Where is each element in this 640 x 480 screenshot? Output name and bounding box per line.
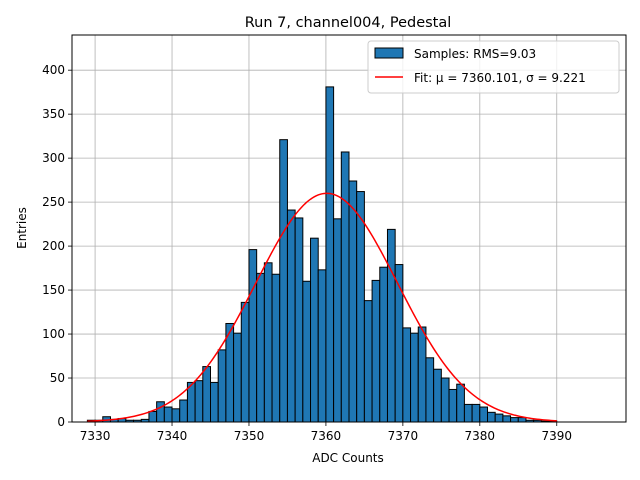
x-tick-label: 7340 xyxy=(157,429,188,443)
histogram-bar xyxy=(279,139,288,423)
histogram-bar xyxy=(302,280,312,423)
x-axis: 7330 7340 7350 7360 7370 7380 7390 xyxy=(80,422,572,443)
legend-box xyxy=(367,40,620,94)
y-tick-label: 350 xyxy=(42,107,65,121)
histogram-bar xyxy=(479,406,488,423)
y-tick-label: 300 xyxy=(42,151,65,165)
histogram-bar xyxy=(417,326,427,423)
x-tick-label: 7390 xyxy=(541,429,572,443)
histogram-bar xyxy=(171,408,181,423)
histogram-bar xyxy=(163,406,173,423)
histogram-bar xyxy=(510,417,519,423)
histogram-bar xyxy=(402,327,412,423)
histogram-bar xyxy=(371,279,381,423)
y-axis: 0 50 100 150 200 250 300 350 400 xyxy=(42,63,72,429)
histogram-bar xyxy=(487,411,496,423)
y-tick-label: 150 xyxy=(42,283,65,297)
fit-curve xyxy=(87,192,557,422)
plot-frame xyxy=(71,34,627,423)
x-tick-label: 7330 xyxy=(80,429,111,443)
x-axis-label: ADC Counts xyxy=(312,451,384,465)
histogram-bar xyxy=(271,273,281,423)
histogram-bar xyxy=(310,237,319,423)
histogram-bar xyxy=(463,403,473,423)
histogram-bar xyxy=(333,218,342,423)
histogram-bar xyxy=(210,381,219,423)
histogram-bar xyxy=(217,349,227,423)
histogram-bar xyxy=(225,322,235,423)
histogram-bar xyxy=(256,272,265,423)
histogram-bar xyxy=(433,368,442,423)
legend-label-samples: Samples: RMS=9.03 xyxy=(414,47,536,61)
y-axis-label: Entries xyxy=(15,207,29,249)
histogram-bars xyxy=(86,86,558,423)
histogram-bar xyxy=(379,266,388,423)
y-tick-label: 200 xyxy=(42,239,65,253)
y-tick-label: 100 xyxy=(42,327,65,341)
histogram-bar xyxy=(363,300,373,423)
histogram-bar xyxy=(386,228,396,423)
histogram-bar xyxy=(194,380,204,423)
x-tick-label: 7350 xyxy=(234,429,265,443)
chart-title: Run 7, channel004, Pedestal xyxy=(245,15,452,31)
histogram-bar xyxy=(202,366,212,423)
histogram-bar xyxy=(456,383,465,423)
x-tick-label: 7360 xyxy=(311,429,342,443)
histogram-bar xyxy=(348,180,358,423)
legend-swatch-samples xyxy=(374,47,404,59)
histogram-bar xyxy=(502,415,512,423)
histogram-bar xyxy=(440,377,450,423)
histogram-bar xyxy=(394,264,404,423)
x-tick-label: 7380 xyxy=(465,429,496,443)
histogram-bar xyxy=(494,413,504,423)
histogram-bar xyxy=(325,86,335,423)
histogram-bar xyxy=(340,151,350,423)
histogram-bar xyxy=(179,399,188,423)
legend: Samples: RMS=9.03 Fit: μ = 7360.101, σ =… xyxy=(367,40,620,94)
histogram-bar xyxy=(156,401,165,423)
histogram-bar xyxy=(425,357,435,423)
histogram-bar xyxy=(410,332,419,423)
histogram-bar xyxy=(471,403,481,423)
y-tick-label: 0 xyxy=(57,415,65,429)
histogram-bar xyxy=(148,410,158,423)
y-tick-label: 400 xyxy=(42,63,65,77)
histogram-bar xyxy=(286,209,296,423)
histogram-bar xyxy=(263,262,273,423)
histogram-bar xyxy=(233,332,242,423)
histogram-bar xyxy=(240,301,250,423)
histogram-bar xyxy=(294,217,304,423)
y-tick-label: 50 xyxy=(50,371,65,385)
x-tick-label: 7370 xyxy=(388,429,419,443)
histogram-bar xyxy=(448,388,458,423)
histogram-bar xyxy=(317,269,327,423)
histogram-bar xyxy=(356,191,365,423)
y-tick-label: 250 xyxy=(42,195,65,209)
histogram-bar xyxy=(517,417,527,423)
histogram-bar xyxy=(248,249,258,423)
legend-label-fit: Fit: μ = 7360.101, σ = 9.221 xyxy=(414,71,586,85)
